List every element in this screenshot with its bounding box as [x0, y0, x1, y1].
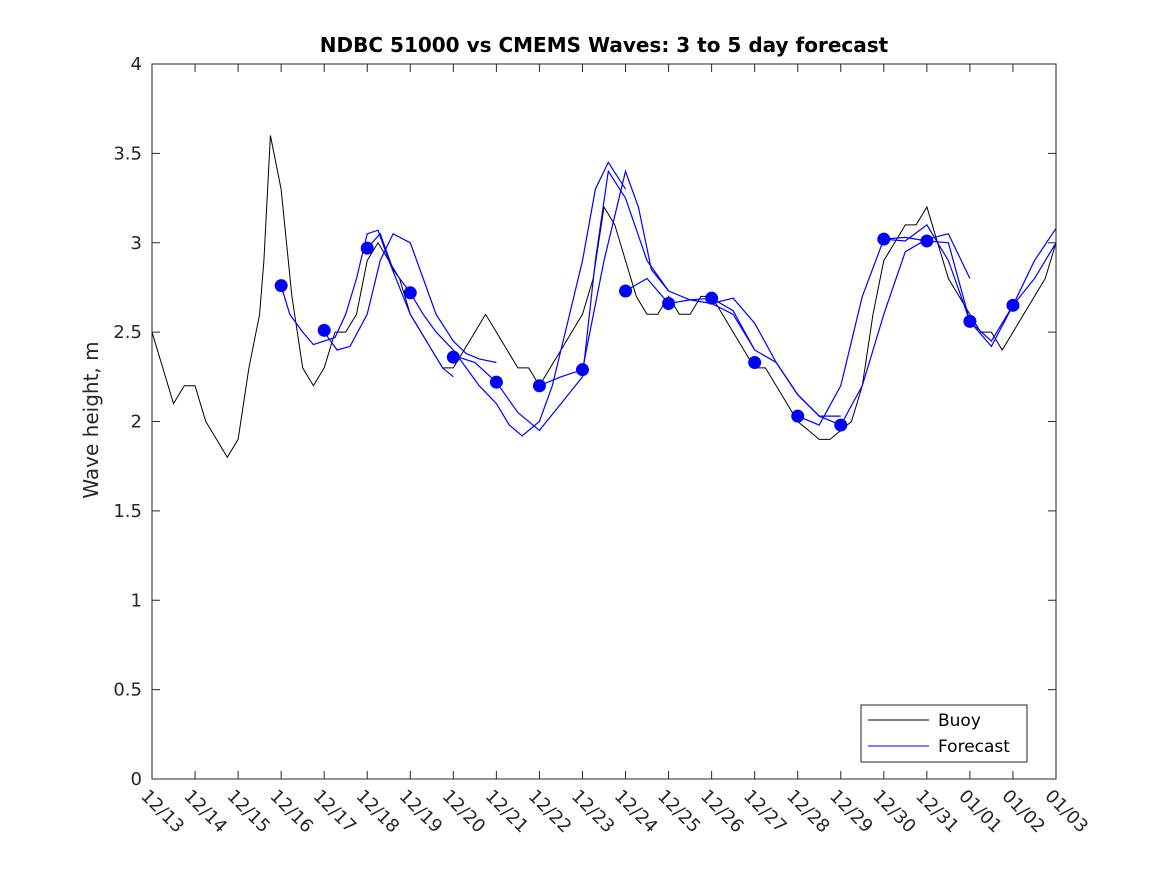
forecast-marker — [360, 241, 374, 255]
y-axis-label: Wave height, m — [79, 341, 103, 498]
forecast-series-line — [323, 232, 497, 364]
y-tick-label: 2 — [131, 412, 142, 433]
forecast-marker — [317, 323, 331, 337]
y-tick-label: 3.5 — [113, 143, 142, 164]
y-tick-label: 3 — [131, 233, 142, 254]
y-tick-label: 4 — [131, 54, 142, 75]
forecast-marker — [877, 232, 891, 246]
forecast-marker — [963, 314, 977, 328]
y-tick-label: 0.5 — [113, 680, 142, 701]
forecast-marker — [705, 291, 719, 305]
y-tick-label: 1.5 — [113, 501, 142, 522]
forecast-marker — [489, 375, 503, 389]
forecast-marker — [274, 279, 288, 293]
forecast-marker — [619, 284, 633, 298]
forecast-marker — [1006, 298, 1020, 312]
forecast-series-line — [280, 229, 454, 378]
y-tick-label: 2.5 — [113, 322, 142, 343]
legend-box — [860, 704, 1028, 763]
forecast-marker — [532, 379, 546, 393]
forecast-marker — [403, 286, 417, 300]
forecast-marker — [446, 350, 460, 364]
legend: Buoy Forecast — [860, 704, 1028, 763]
forecast-marker — [834, 418, 848, 432]
legend-forecast-label: Forecast — [938, 737, 1010, 757]
legend-buoy-label: Buoy — [938, 711, 981, 731]
forecast-marker — [575, 363, 589, 377]
y-tick-label: 1 — [131, 590, 142, 611]
forecast-marker — [662, 297, 676, 311]
forecast-marker — [791, 409, 805, 423]
chart-title: NDBC 51000 vs CMEMS Waves: 3 to 5 day fo… — [320, 33, 889, 57]
buoy-series-line — [151, 135, 1057, 459]
forecast-marker — [748, 356, 762, 370]
y-tick-label: 0 — [131, 769, 142, 790]
forecast-marker — [920, 234, 934, 248]
